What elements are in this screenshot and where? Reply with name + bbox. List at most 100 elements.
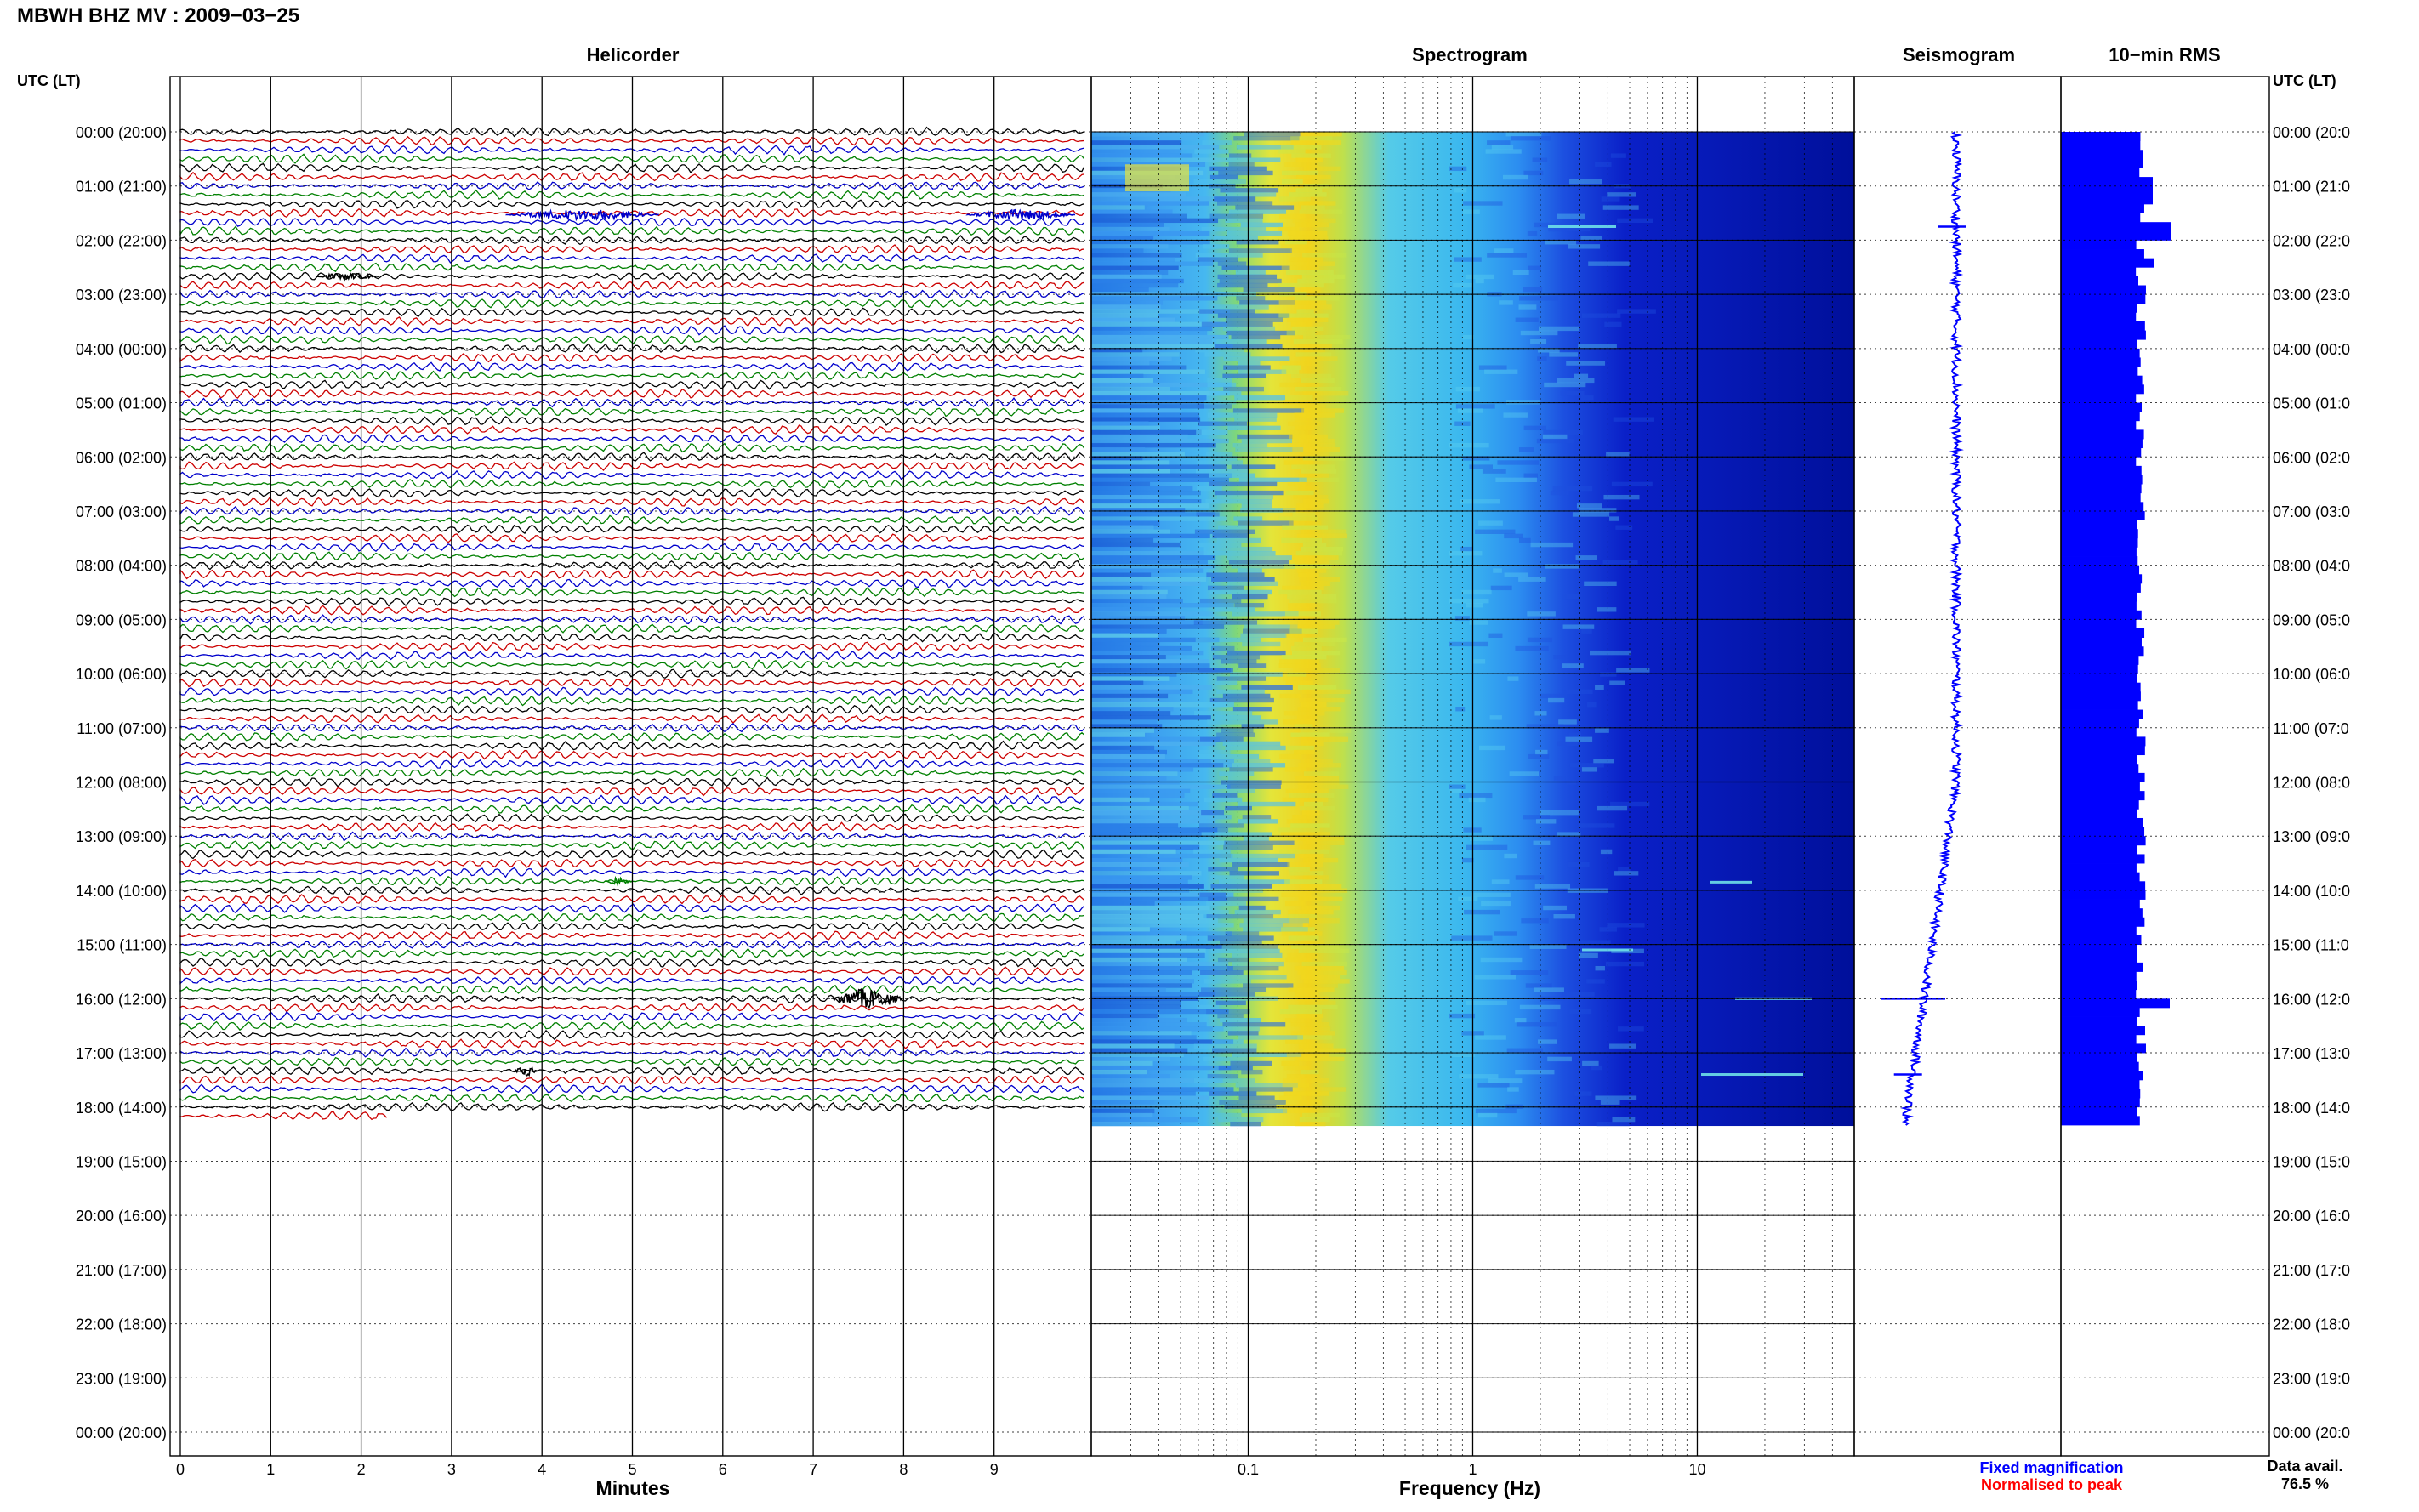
spectrogram-cell xyxy=(1234,909,1281,915)
spectrogram-cell xyxy=(1091,1100,1155,1105)
spectrogram-cell xyxy=(1091,913,1204,919)
spectrogram-cell xyxy=(1091,676,1170,681)
y-axis-labels-right: 00:00 (20:0 01:00 (21:0 02:00 (22:0 03:00 (… xyxy=(2273,124,2350,1441)
hour-label-left: 11:00 (07:00) xyxy=(77,720,167,737)
spectrogram-cell xyxy=(1294,412,1336,418)
spectrogram-cell xyxy=(1547,1056,1572,1062)
helicorder-trace xyxy=(179,767,1084,778)
spectrogram-cell xyxy=(1540,810,1579,816)
helicorder-trace xyxy=(179,966,1084,976)
spectrogram-cell xyxy=(1552,486,1593,492)
spectrogram-event xyxy=(1548,225,1616,228)
spectrogram-cell xyxy=(1523,170,1544,176)
spectrogram-cell xyxy=(1194,149,1229,154)
helicorder-trace xyxy=(179,957,1084,968)
spectrogram-cell xyxy=(1301,736,1349,742)
spectrogram-cell xyxy=(1198,702,1234,708)
spectrogram-cell xyxy=(1241,438,1293,444)
spectrogram-cell xyxy=(1303,840,1345,845)
spectrogram-cell xyxy=(1091,438,1229,444)
spectrogram-cell xyxy=(1226,330,1295,336)
helicorder-trace xyxy=(179,370,1084,381)
spectrogram-cell xyxy=(1562,663,1584,668)
spectrogram-cell xyxy=(1214,715,1261,720)
hour-label-left: 10:00 (06:00) xyxy=(76,666,167,683)
spectrogram-cell xyxy=(1294,304,1332,310)
helicorder-trace xyxy=(179,804,1084,815)
spectrogram-cell xyxy=(1569,179,1602,185)
spectrogram-cell xyxy=(1227,965,1279,971)
hour-label-left: 22:00 (18:00) xyxy=(76,1316,167,1333)
rms-bar xyxy=(2061,556,2138,566)
helicorder-event xyxy=(830,988,903,1009)
spectrogram-cell xyxy=(1609,680,1625,685)
rms-bar xyxy=(2061,213,2141,223)
spectrogram-cell xyxy=(1241,1108,1288,1114)
spectrogram-cell xyxy=(1091,827,1218,833)
spectrogram-cell xyxy=(1534,711,1547,716)
helicorder-trace xyxy=(179,794,1084,805)
spectrogram-cell xyxy=(1562,624,1595,629)
helicorder-trace xyxy=(179,406,1084,418)
spectrogram-cell xyxy=(1242,815,1272,820)
spectrogram-cell xyxy=(1512,270,1529,276)
spectrogram-cell xyxy=(1300,1026,1331,1032)
spectrogram-cell xyxy=(1091,132,1204,137)
spectrogram-cell xyxy=(1288,603,1316,608)
spectrogram-cell xyxy=(1579,823,1615,828)
spectrogram-cell xyxy=(1214,196,1256,202)
spectrogram-cell xyxy=(1199,598,1242,604)
spectrogram-cell xyxy=(1300,452,1330,457)
spectrogram-cell xyxy=(1198,542,1242,548)
spectrogram-cell xyxy=(1562,594,1579,600)
rms-bar xyxy=(2061,492,2141,503)
spectrogram-cell xyxy=(1091,616,1186,621)
spectrogram-cell xyxy=(1283,400,1304,405)
helicorder-trace xyxy=(179,947,1084,959)
spectrogram-cell xyxy=(1287,594,1337,600)
helicorder-trace xyxy=(179,713,1084,724)
rms-bar xyxy=(2061,330,2146,340)
spectrogram-cell xyxy=(1235,1083,1298,1088)
spectrogram-cell xyxy=(1287,317,1329,322)
spectrogram-cell xyxy=(1461,589,1492,595)
spectrogram-cell xyxy=(1282,365,1301,370)
spectrogram-cell xyxy=(1591,1065,1603,1071)
spectrogram-cell xyxy=(1449,1013,1476,1019)
rms-bar xyxy=(2061,817,2143,827)
spectrogram-cell xyxy=(1091,749,1167,755)
rms-bar xyxy=(2061,628,2145,639)
spectrogram-cell xyxy=(1507,676,1519,681)
spectrogram-cell xyxy=(1208,896,1279,902)
spectrogram-cell xyxy=(1091,551,1208,556)
spectrogram-cell xyxy=(1284,1017,1322,1023)
spectrogram-cell xyxy=(1091,157,1227,162)
helicorder-trace xyxy=(179,786,1084,797)
spectrogram-cell xyxy=(1557,378,1595,384)
helicorder-trace xyxy=(179,993,1084,1004)
spectrogram-cell xyxy=(1091,533,1210,539)
spectrogram-cell xyxy=(1091,844,1200,850)
spectrogram-cell xyxy=(1243,918,1310,924)
spectrogram-cell xyxy=(1091,759,1234,764)
spectrogram-cell xyxy=(1224,840,1295,845)
helicorder-trace xyxy=(179,1075,1084,1085)
spectrogram-cell xyxy=(1291,645,1322,651)
rms-bar xyxy=(2061,1043,2146,1054)
rms-bar xyxy=(2061,429,2144,440)
spectrogram-cell xyxy=(1091,494,1159,500)
spectrogram-cell xyxy=(1495,477,1537,483)
spectrogram-cell xyxy=(1091,429,1202,435)
helicorder-trace xyxy=(179,930,1084,941)
spectrogram-cell xyxy=(1290,321,1313,327)
spectrogram-cell xyxy=(1560,390,1585,396)
hour-label-right: 20:00 (16:0 xyxy=(2273,1208,2350,1225)
spectrogram-cell xyxy=(1202,140,1232,145)
spectrogram-cell xyxy=(1296,1013,1323,1019)
rms-bar xyxy=(2061,655,2139,665)
spectrogram-cell xyxy=(1198,753,1260,759)
spectrogram-cell xyxy=(1545,240,1577,245)
spectrogram-cell xyxy=(1279,1009,1323,1015)
helicorder-trace xyxy=(179,271,1084,281)
minutes-axis-label: Minutes xyxy=(596,1477,670,1499)
